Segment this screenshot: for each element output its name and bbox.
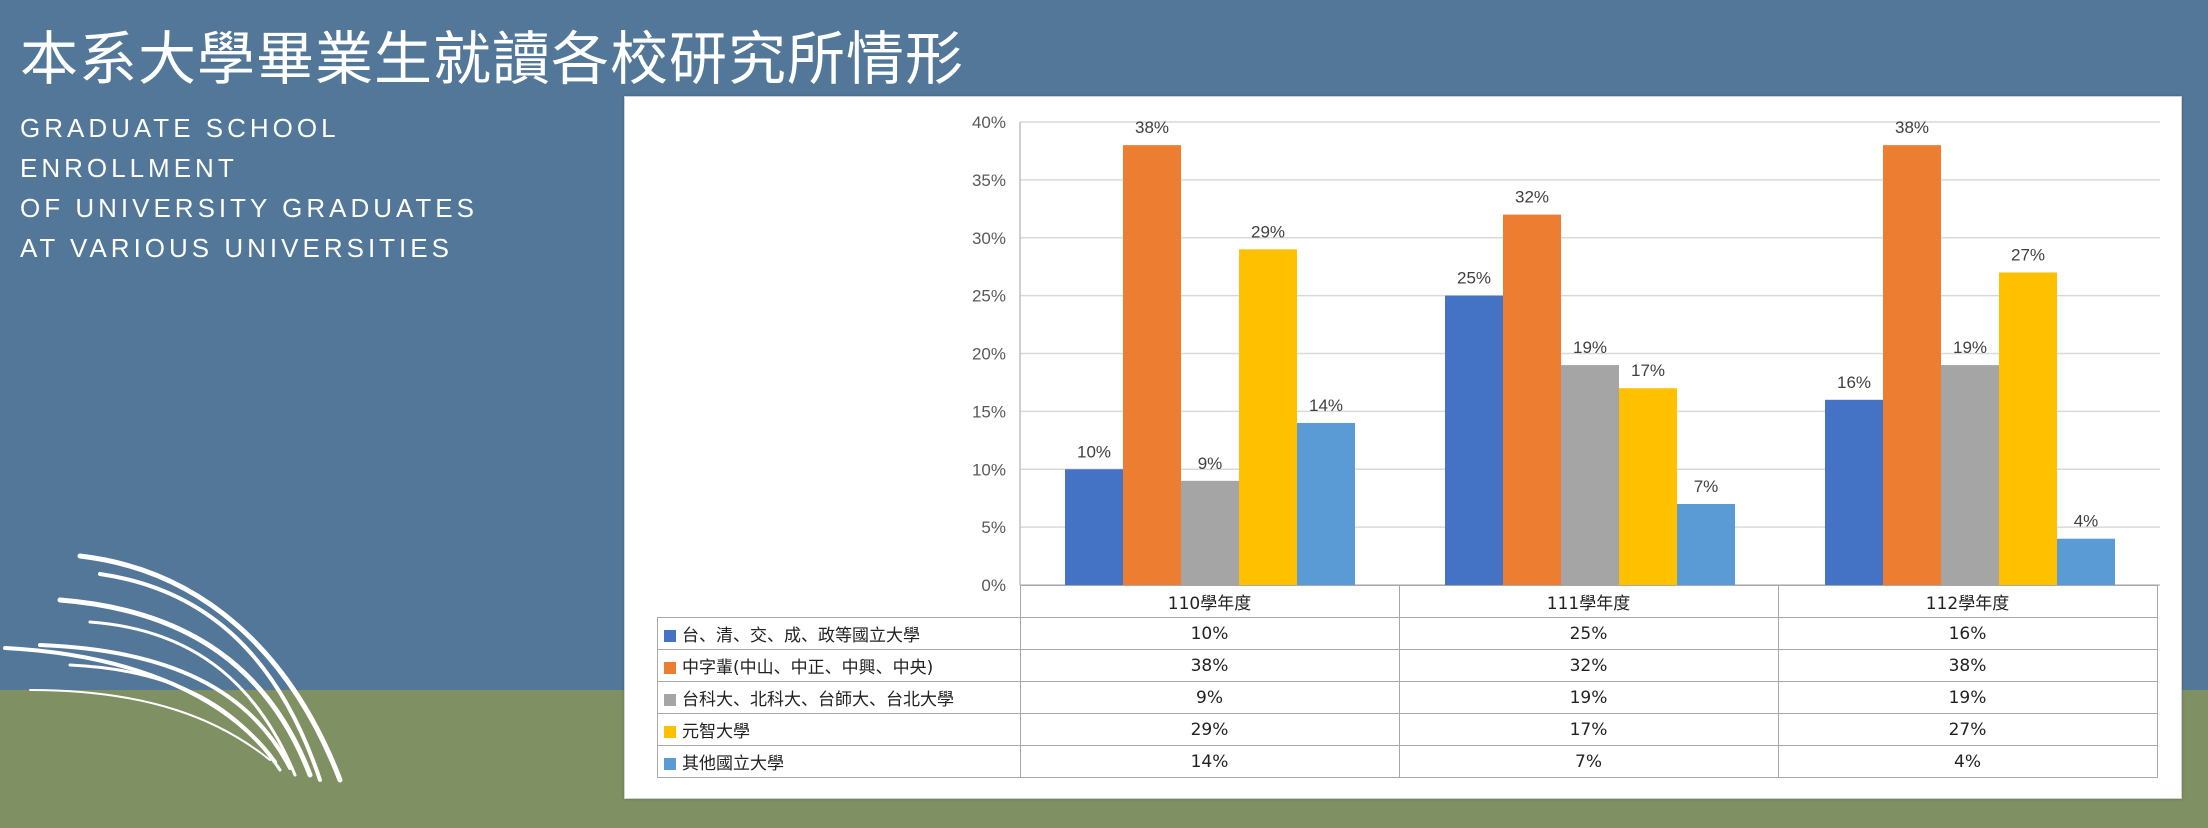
y-tick-label: 20% bbox=[972, 345, 1006, 364]
data-label: 38% bbox=[1895, 118, 1929, 137]
table-row: 其他國立大學 14% 7% 4% bbox=[657, 745, 2158, 778]
data-label: 27% bbox=[2011, 245, 2045, 264]
subtitle-line: OF UNIVERSITY GRADUATES bbox=[20, 193, 478, 223]
y-tick-label: 35% bbox=[972, 171, 1006, 190]
table-row: 台、清、交、成、政等國立大學 10% 25% 16% bbox=[657, 617, 2158, 650]
data-label: 17% bbox=[1631, 361, 1665, 380]
bar bbox=[1561, 365, 1619, 585]
page-subtitle: GRADUATE SCHOOL ENROLLMENT OF UNIVERSITY… bbox=[20, 108, 478, 268]
table-cell: 16% bbox=[1777, 617, 2158, 650]
legend-entry: 台科大、北科大、台師大、台北大學 bbox=[657, 681, 1021, 714]
table-header: 110學年度 bbox=[1019, 585, 1400, 618]
legend-entry: 台、清、交、成、政等國立大學 bbox=[657, 617, 1021, 650]
table-row: 元智大學 29% 17% 27% bbox=[657, 713, 2158, 746]
data-label: 14% bbox=[1309, 396, 1343, 415]
table-cell: 38% bbox=[1777, 649, 2158, 682]
bar bbox=[1123, 145, 1181, 585]
bar bbox=[1941, 365, 1999, 585]
bar bbox=[1445, 295, 1503, 585]
table-cell: 32% bbox=[1398, 649, 1779, 682]
y-tick-label: 15% bbox=[972, 402, 1006, 421]
table-cell: 17% bbox=[1398, 713, 1779, 746]
table-cell: 10% bbox=[1019, 617, 1400, 650]
data-label: 7% bbox=[1694, 477, 1719, 496]
legend-swatch bbox=[664, 630, 676, 642]
subtitle-line: AT VARIOUS UNIVERSITIES bbox=[20, 233, 453, 263]
page-title: 本系大學畢業生就讀各校研究所情形 bbox=[20, 25, 965, 93]
bar bbox=[1619, 388, 1677, 585]
bar bbox=[1065, 469, 1123, 585]
legend-label: 中字輩(中山、中正、中興、中央) bbox=[682, 658, 934, 678]
legend-label: 台科大、北科大、台師大、台北大學 bbox=[682, 690, 954, 710]
table-cell: 38% bbox=[1019, 649, 1400, 682]
table-cell: 9% bbox=[1019, 681, 1400, 714]
bar bbox=[1999, 272, 2057, 585]
chart-panel: 0% 5% 10% 15% 20% 25% 30% 35% 40% 10% 38% 9% 29% 14% 2… bbox=[624, 96, 2182, 799]
table-row: 台科大、北科大、台師大、台北大學 9% 19% 19% bbox=[657, 681, 2158, 714]
subtitle-line: GRADUATE SCHOOL bbox=[20, 113, 340, 143]
y-tick-label: 40% bbox=[972, 113, 1006, 132]
table-header: 111學年度 bbox=[1398, 585, 1779, 618]
data-label: 32% bbox=[1515, 188, 1549, 207]
table-cell: 7% bbox=[1398, 745, 1779, 778]
bar bbox=[1677, 503, 1735, 585]
table-cell: 4% bbox=[1777, 745, 2158, 778]
legend-entry: 其他國立大學 bbox=[657, 745, 1021, 778]
bar bbox=[2057, 538, 2115, 585]
data-label: 9% bbox=[1198, 454, 1223, 473]
table-cell: 27% bbox=[1777, 713, 2158, 746]
subtitle-line: ENROLLMENT bbox=[20, 153, 238, 183]
legend-entry: 中字輩(中山、中正、中興、中央) bbox=[657, 649, 1021, 682]
bar bbox=[1503, 214, 1561, 585]
legend-entry: 元智大學 bbox=[657, 713, 1021, 746]
bar bbox=[1181, 480, 1239, 585]
legend-label: 元智大學 bbox=[682, 722, 750, 742]
bar bbox=[1297, 422, 1355, 585]
table-cell: 19% bbox=[1398, 681, 1779, 714]
legend-swatch bbox=[664, 758, 676, 770]
data-label: 25% bbox=[1457, 269, 1491, 288]
bar bbox=[1825, 399, 1883, 585]
table-corner bbox=[657, 585, 1021, 618]
y-tick-label: 25% bbox=[972, 287, 1006, 306]
data-label: 38% bbox=[1135, 118, 1169, 137]
table-header-row: 110學年度 111學年度 112學年度 bbox=[657, 585, 2158, 618]
table-cell: 25% bbox=[1398, 617, 1779, 650]
data-label: 4% bbox=[2074, 512, 2099, 531]
legend-label: 台、清、交、成、政等國立大學 bbox=[682, 626, 920, 646]
data-label: 29% bbox=[1251, 222, 1285, 241]
data-label: 10% bbox=[1077, 442, 1111, 461]
legend-swatch bbox=[664, 694, 676, 706]
data-table: 110學年度 111學年度 112學年度 台、清、交、成、政等國立大學 10% 25… bbox=[657, 585, 2158, 778]
bar-chart: 0%5%10%15%20%25%30%35%40%10%38%9%29%14%2… bbox=[972, 113, 2160, 595]
table-cell: 19% bbox=[1777, 681, 2158, 714]
y-tick-label: 5% bbox=[981, 518, 1006, 537]
y-tick-label: 10% bbox=[972, 460, 1006, 479]
legend-swatch bbox=[664, 662, 676, 674]
table-header: 112學年度 bbox=[1777, 585, 2158, 618]
legend-swatch bbox=[664, 726, 676, 738]
bar bbox=[1883, 145, 1941, 585]
table-cell: 14% bbox=[1019, 745, 1400, 778]
table-row: 中字輩(中山、中正、中興、中央) 38% 32% 38% bbox=[657, 649, 2158, 682]
data-label: 19% bbox=[1573, 338, 1607, 357]
data-label: 19% bbox=[1953, 338, 1987, 357]
y-tick-label: 30% bbox=[972, 229, 1006, 248]
bar bbox=[1239, 249, 1297, 585]
data-label: 16% bbox=[1837, 373, 1871, 392]
legend-label: 其他國立大學 bbox=[682, 754, 784, 774]
table-cell: 29% bbox=[1019, 713, 1400, 746]
swoosh-logo-decoration bbox=[3, 553, 343, 783]
